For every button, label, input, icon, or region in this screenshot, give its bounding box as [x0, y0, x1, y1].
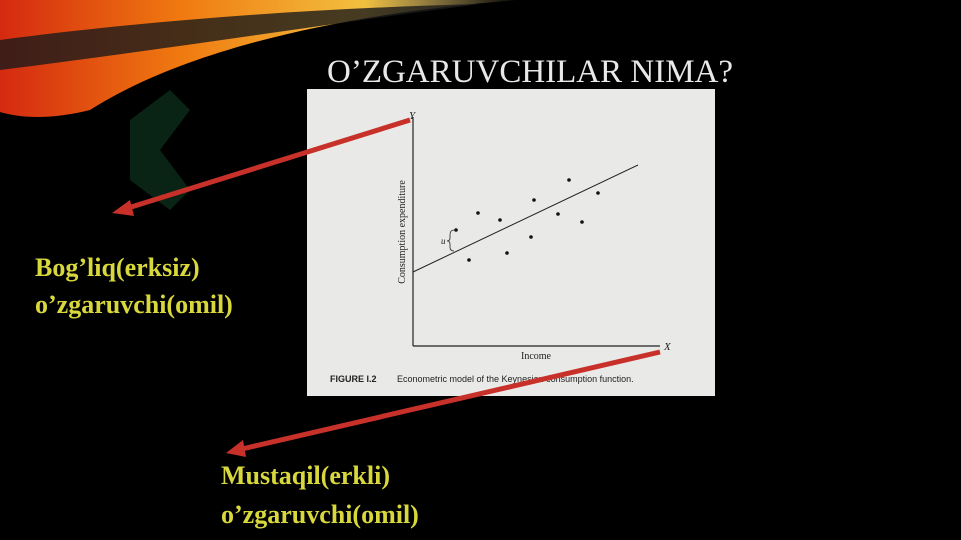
arrowhead	[112, 200, 134, 216]
arrowhead	[226, 440, 246, 457]
arrow-dependent	[127, 117, 411, 211]
dependent-label: o’zgaruvchi(omil)	[35, 290, 233, 319]
residual-label: u	[441, 236, 446, 246]
x-axis-letter: X	[663, 341, 672, 353]
watermark	[130, 90, 190, 210]
arrow-independent	[241, 349, 661, 452]
figure-background	[307, 89, 715, 396]
independent-label: o’zgaruvchi(omil)	[221, 500, 419, 529]
decor-swoosh-dark	[0, 4, 480, 70]
independent-label: Mustaqil(erkli)	[221, 461, 390, 490]
scatter-points	[454, 178, 600, 262]
figure: Y X Consumption expenditure Income u FIG…	[307, 89, 715, 396]
y-axis-title: Consumption expenditure	[397, 180, 408, 284]
residual-bracket	[446, 229, 455, 252]
slide-title: O’ZGARUVCHILAR NIMA?	[327, 54, 733, 90]
caption: Econometric model of the Keynesian consu…	[397, 374, 634, 384]
caption-number: FIGURE I.2	[330, 374, 377, 384]
arrows	[112, 117, 661, 457]
dependent-label: Bog’liq(erksiz)	[35, 253, 200, 282]
y-axis-letter: Y	[409, 110, 417, 122]
x-axis-title: Income	[521, 351, 552, 362]
regression-line	[412, 164, 639, 273]
